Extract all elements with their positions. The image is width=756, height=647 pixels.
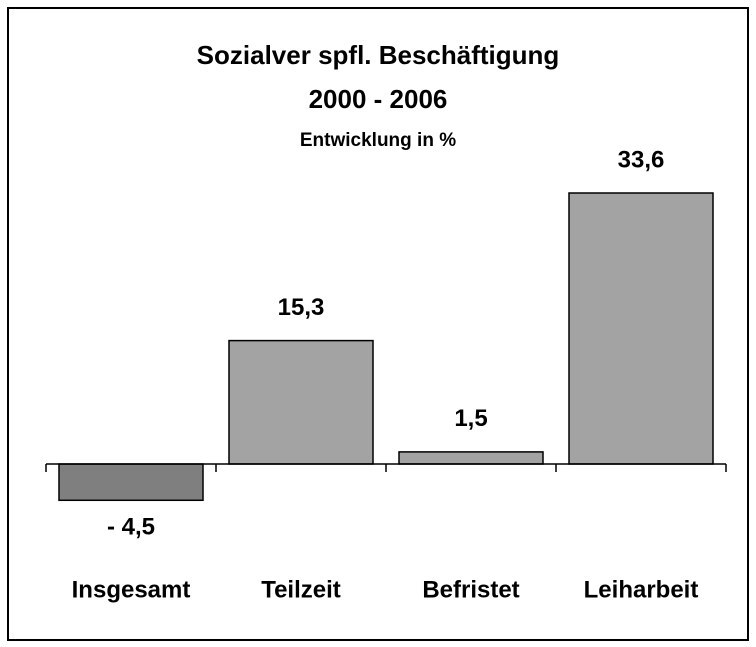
chart-annotation: Entwicklung in % xyxy=(300,130,456,151)
bar xyxy=(58,463,204,502)
value-label: - 4,5 xyxy=(107,514,155,541)
x-tick-label: Befristet xyxy=(422,576,519,603)
value-label: 33,6 xyxy=(618,146,665,173)
value-label: 1,5 xyxy=(454,405,487,432)
x-tick-label: Insgesamt xyxy=(72,576,191,603)
x-tick-label: Leiharbeit xyxy=(584,576,699,603)
x-tick-label: Teilzeit xyxy=(261,576,341,603)
value-label: 15,3 xyxy=(278,294,325,321)
chart-title: Sozialver spfl. Beschäftigung xyxy=(197,40,560,70)
bar xyxy=(398,451,544,465)
chart-subtitle: 2000 - 2006 xyxy=(309,84,448,114)
bar xyxy=(228,339,374,465)
bar xyxy=(568,192,714,465)
